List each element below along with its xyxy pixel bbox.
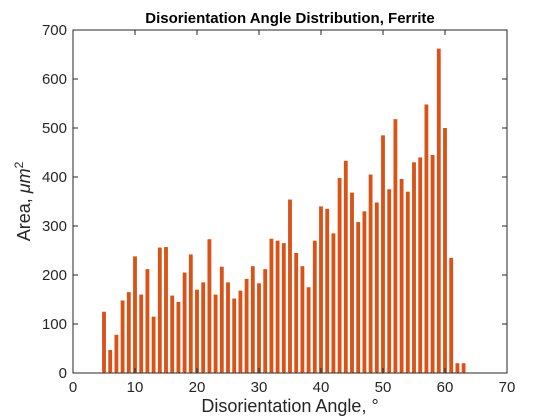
- bar: [244, 278, 249, 373]
- bar: [182, 272, 187, 373]
- bar: [120, 300, 125, 373]
- y-tick-label: 300: [42, 218, 67, 235]
- bar: [306, 287, 311, 373]
- bar: [201, 282, 206, 373]
- bar: [362, 211, 367, 373]
- bar: [443, 128, 447, 373]
- bar: [430, 154, 435, 373]
- bar: [412, 162, 416, 373]
- bar: [418, 157, 423, 373]
- bar: [399, 178, 404, 373]
- bar: [381, 135, 385, 373]
- bar: [207, 239, 212, 373]
- y-tick-label: 0: [59, 365, 67, 382]
- bar: [170, 295, 175, 373]
- bar: [133, 256, 137, 373]
- bar: [300, 266, 305, 373]
- bar: [387, 189, 392, 373]
- bar: [164, 247, 168, 373]
- chart-title: Disorientation Angle Distribution, Ferri…: [145, 10, 434, 27]
- bar: [281, 243, 286, 373]
- x-tick-label: 20: [189, 379, 206, 396]
- bar: [374, 202, 379, 373]
- bar: [405, 191, 410, 373]
- bar: [238, 290, 243, 373]
- bar: [145, 269, 150, 373]
- y-tick-label: 200: [42, 267, 67, 284]
- x-tick-label: 30: [251, 379, 268, 396]
- bar: [337, 177, 342, 373]
- bar: [219, 266, 224, 373]
- bar: [368, 174, 373, 373]
- bar: [157, 247, 162, 373]
- bar: [350, 192, 354, 373]
- bar: [126, 292, 131, 373]
- bar: [263, 269, 268, 373]
- y-axis-label: Area, μm2: [12, 161, 34, 241]
- bar: [139, 294, 144, 373]
- bar: [449, 257, 454, 373]
- bar: [213, 294, 218, 373]
- bar: [195, 289, 199, 373]
- y-tick-label: 400: [42, 169, 67, 186]
- bar: [455, 363, 460, 373]
- x-tick-label: 10: [127, 379, 144, 396]
- y-axis-label-unit: μm: [14, 168, 34, 194]
- bar: [424, 104, 429, 373]
- bar: [257, 283, 261, 373]
- x-tick-label: 60: [437, 379, 454, 396]
- bar: [114, 334, 119, 373]
- y-tick-label: 700: [42, 22, 67, 39]
- bar: [461, 363, 466, 373]
- y-tick-label: 100: [42, 316, 67, 333]
- bar: [356, 222, 361, 373]
- bars: [73, 48, 507, 374]
- bar: [331, 233, 336, 373]
- x-axis-ticks: 0 10 20 30 40 50 60 70: [69, 30, 516, 396]
- x-axis-label: Disorientation Angle, °: [201, 396, 378, 416]
- bar: [319, 206, 323, 373]
- bar: [232, 298, 237, 373]
- bar: [343, 160, 348, 373]
- bar: [312, 240, 317, 373]
- bar: [325, 208, 330, 373]
- bar: [102, 311, 106, 373]
- bar: [269, 238, 274, 373]
- y-tick-label: 500: [42, 120, 67, 137]
- x-tick-label: 70: [499, 379, 516, 396]
- y-tick-label: 600: [42, 71, 67, 88]
- bar: [176, 301, 181, 373]
- x-tick-label: 50: [375, 379, 392, 396]
- bar: [436, 48, 441, 374]
- bar: [275, 240, 280, 373]
- bar: [151, 316, 156, 373]
- bar: [288, 199, 292, 373]
- bar: [188, 254, 193, 373]
- bar: [294, 252, 299, 373]
- x-tick-label: 0: [69, 379, 77, 396]
- bar: [108, 349, 113, 373]
- bar: [226, 282, 230, 373]
- y-axis-ticks: 0 100 200 300 400 500 600 700: [42, 22, 507, 382]
- y-axis-label-prefix: Area,: [14, 193, 34, 241]
- x-tick-label: 40: [313, 379, 330, 396]
- bar: [393, 119, 398, 374]
- y-axis-label-exponent: 2: [12, 161, 26, 168]
- bar: [250, 266, 255, 373]
